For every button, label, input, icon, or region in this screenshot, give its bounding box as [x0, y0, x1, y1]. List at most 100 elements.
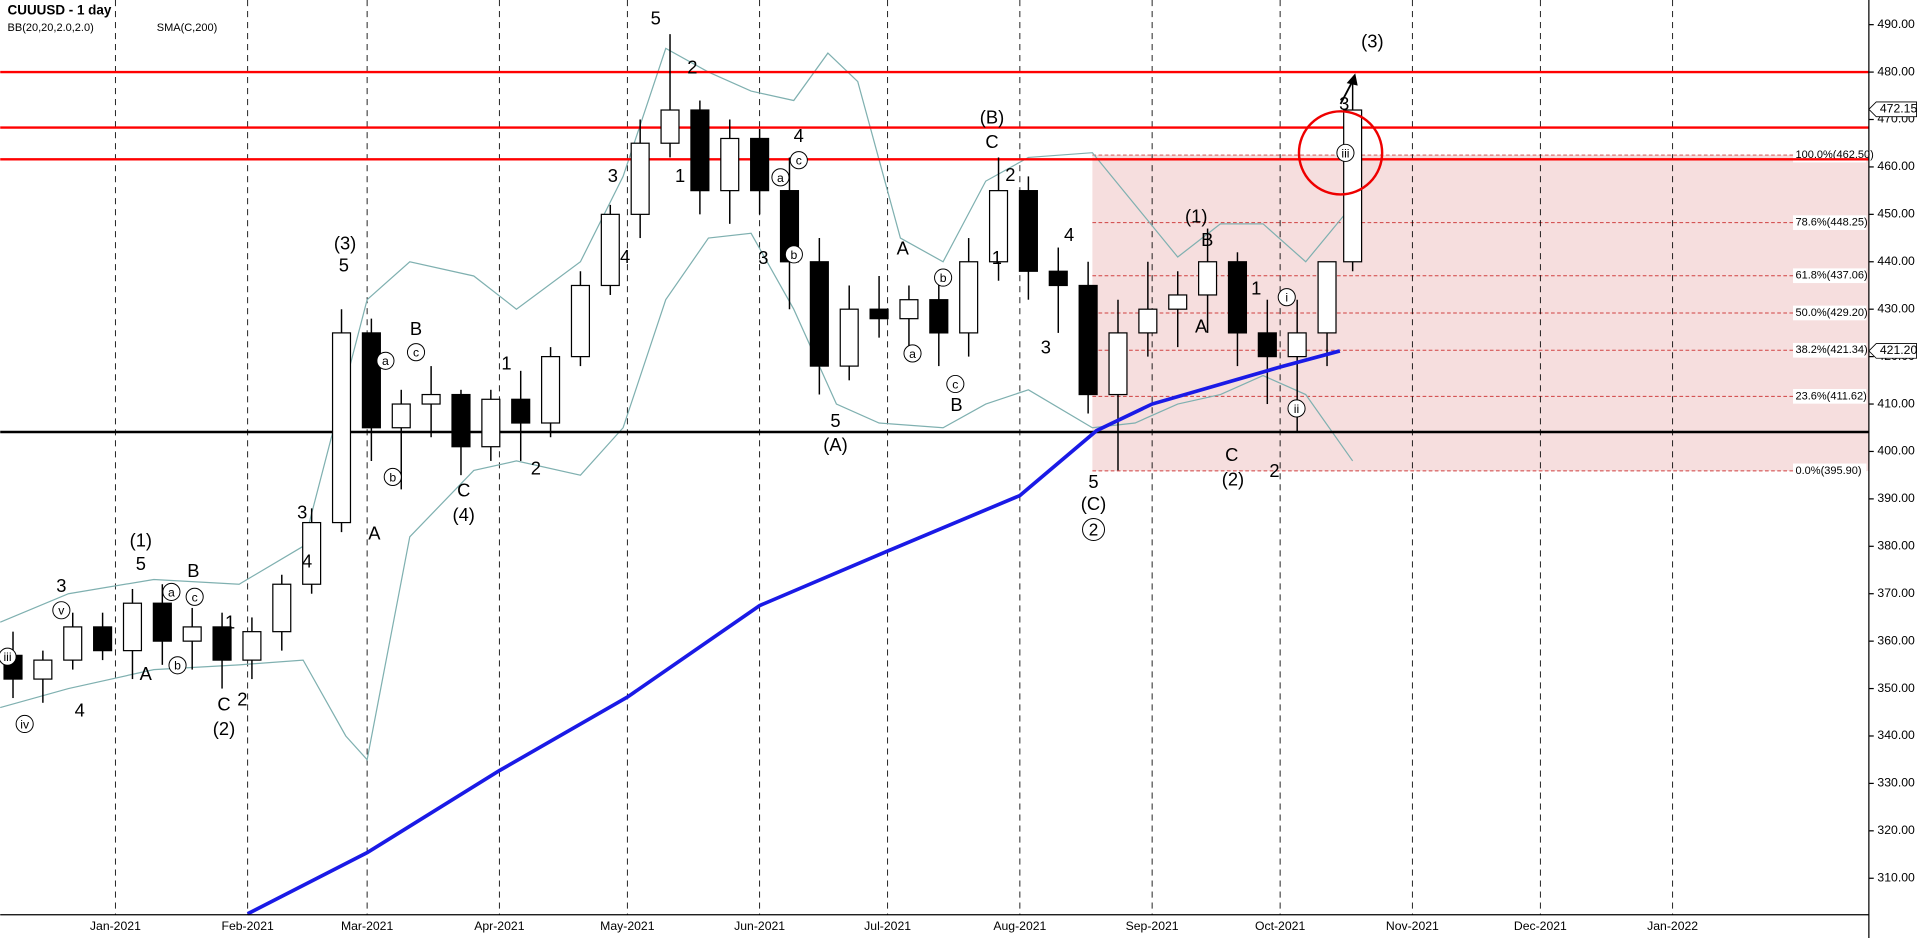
fib-label: 61.8%(437.06) — [1795, 270, 1867, 282]
price-tag — [1868, 101, 1917, 118]
candle-body — [1198, 261, 1218, 296]
candle-body — [1138, 308, 1158, 334]
candle-body — [1227, 261, 1248, 334]
circled-label: v — [58, 604, 65, 618]
wave-label: (4) — [453, 504, 475, 525]
y-tick-label: 480.00 — [1877, 64, 1915, 78]
grid: Jan-2021 Feb-2021 Mar-2021 Apr-2021 May-2021… — [90, 0, 1918, 933]
wave-label: B — [1201, 229, 1213, 250]
candle-body — [182, 626, 202, 642]
wave-label: A — [1195, 316, 1208, 337]
wave-label: 1 — [501, 352, 511, 373]
fib-zone: 100.0%(462.50) 78.6%(448.25) 61.8%(437.06)… — [1092, 147, 1874, 479]
wave-label: (3) — [334, 232, 356, 253]
candle-body — [959, 261, 979, 334]
wave-circle — [168, 656, 187, 675]
wave-label: (3) — [1361, 31, 1383, 52]
candle-body — [1287, 332, 1307, 358]
circled-label: i — [1285, 291, 1288, 305]
wave-label: (2) — [1222, 468, 1244, 489]
wave-label: 5 — [1088, 471, 1098, 492]
wave-label: 3 — [1041, 336, 1051, 357]
candle-body — [1048, 270, 1068, 287]
y-tick-label: 340.00 — [1877, 728, 1915, 742]
wave-circle — [771, 168, 790, 187]
candle-body — [869, 308, 889, 320]
wave-label: (1) — [130, 530, 152, 551]
candle-body — [1257, 332, 1277, 358]
y-tick-label: 460.00 — [1877, 159, 1915, 173]
wave-label: C — [217, 693, 230, 714]
wave-circle — [162, 582, 181, 601]
wave-circle — [383, 467, 402, 486]
indicator-label: SMA(C,200) — [157, 22, 218, 34]
circled-label: ii — [1294, 402, 1299, 416]
fib-label-bg — [1793, 268, 1867, 284]
y-tick-label: 400.00 — [1877, 444, 1915, 458]
x-tick-label: Aug-2021 — [993, 919, 1046, 933]
y-tick-label: 430.00 — [1877, 301, 1915, 315]
circled-label: a — [168, 585, 175, 599]
candle-body — [660, 109, 680, 144]
wave-label: 4 — [302, 550, 312, 571]
price-tag-label: 421.20 — [1880, 343, 1918, 357]
x-tick-label: Apr-2021 — [474, 919, 524, 933]
wave-label: C — [1225, 444, 1238, 465]
wave-label: 2 — [1269, 460, 1279, 481]
candle-body — [1317, 261, 1337, 334]
candle-body — [1168, 294, 1188, 310]
price-tag — [1868, 343, 1917, 359]
y-tick-label: 350.00 — [1877, 681, 1915, 695]
wave-label: 4 — [1064, 224, 1074, 245]
candle-body — [391, 403, 411, 429]
wave-label: A — [368, 522, 381, 543]
y-tick-label: 330.00 — [1877, 776, 1915, 790]
fib-label: 78.6%(448.25) — [1795, 217, 1867, 229]
y-tick-label: 380.00 — [1877, 539, 1915, 553]
x-tick-label: Mar-2021 — [341, 919, 393, 933]
x-tick-label: Jan-2022 — [1647, 919, 1698, 933]
wave-circle — [789, 151, 808, 170]
circled-label: a — [777, 171, 784, 185]
wave-circle — [946, 374, 965, 394]
wave-circle — [903, 344, 922, 363]
wave-label: 4 — [794, 125, 804, 146]
wave-label: 1 — [992, 247, 1002, 268]
circled-label: a — [909, 347, 916, 361]
candle-body — [630, 142, 650, 215]
wave-label: 1 — [675, 165, 685, 186]
circled-label: iii — [1341, 146, 1349, 160]
candle-body — [421, 393, 441, 405]
x-tick-label: Oct-2021 — [1255, 919, 1305, 933]
wave-label: 4 — [620, 246, 630, 267]
candle-body — [33, 659, 53, 680]
x-tick-label: Feb-2021 — [222, 919, 275, 933]
circled-label: b — [389, 470, 396, 484]
candle-body — [242, 631, 262, 661]
wave-circle — [52, 601, 71, 620]
x-tick-label: May-2021 — [600, 919, 655, 933]
wave-label: (1) — [1185, 206, 1207, 227]
fib-label-bg — [1793, 463, 1867, 479]
wave-label: B — [410, 318, 422, 339]
fib-label: 0.0%(395.90) — [1795, 465, 1861, 477]
indicator-line — [246, 349, 1341, 916]
y-tick-label: 360.00 — [1877, 633, 1915, 647]
wave-label: 3 — [56, 575, 66, 596]
candle-body — [540, 355, 561, 424]
circled-label: a — [382, 354, 389, 368]
x-tick-label: Jul-2021 — [864, 919, 911, 933]
circled-label: c — [796, 154, 802, 168]
wave-circle — [934, 268, 953, 287]
wave-label: 3 — [758, 247, 768, 268]
wave-circle — [0, 647, 17, 666]
candle-body — [570, 284, 591, 358]
fib-label-bg — [1793, 305, 1867, 321]
chart-title: CUUUSD - 1 day — [8, 3, 112, 18]
candle-body — [481, 398, 501, 448]
wave-label: 1 — [225, 612, 235, 633]
wave-label: B — [187, 560, 199, 581]
circled-label: c — [413, 346, 419, 360]
candle-body — [929, 299, 949, 334]
